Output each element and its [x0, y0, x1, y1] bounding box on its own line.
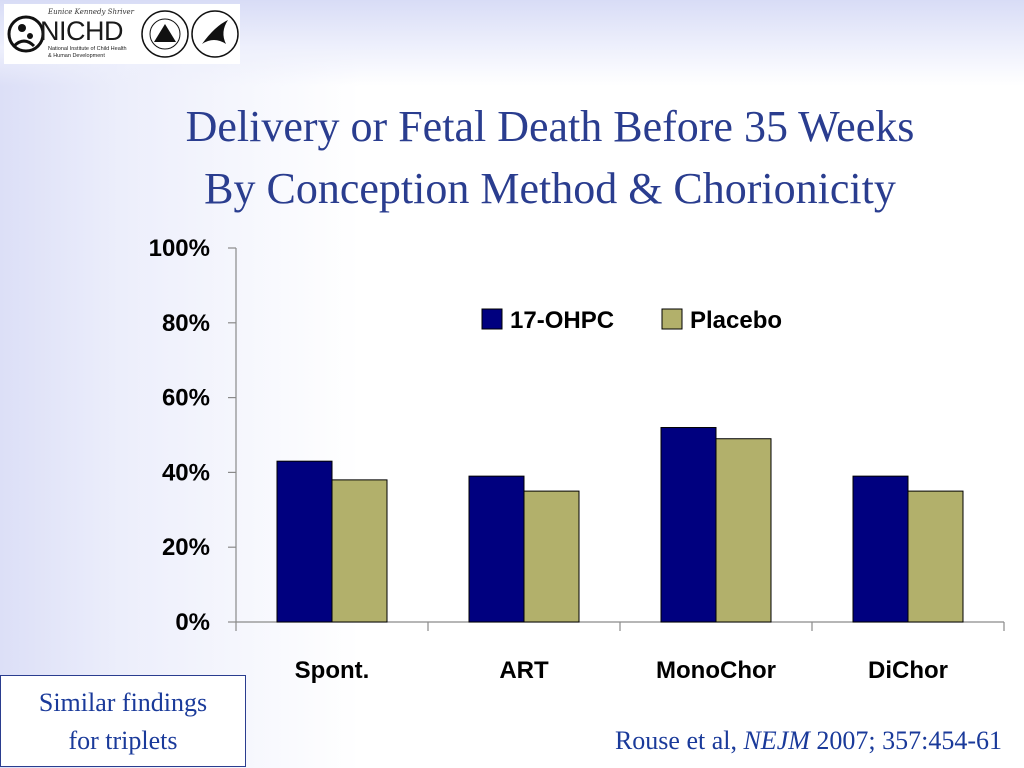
bar-placebo-monochor	[715, 438, 772, 623]
bar-placebo-spont-	[331, 479, 388, 623]
bar-17-ohpc-spont-	[276, 460, 333, 623]
note-line-1: Similar findings	[38, 688, 208, 717]
y-tick-label: 60%	[162, 385, 210, 412]
x-category-label: MonoChor	[656, 657, 776, 684]
y-tick-label: 100%	[149, 235, 210, 262]
legend-label: Placebo	[690, 307, 782, 334]
y-tick-label: 0%	[175, 609, 210, 636]
legend-swatch	[481, 308, 503, 330]
nichd-family-icon	[7, 15, 45, 53]
logo-wordmark: NICHD	[40, 16, 124, 46]
x-category-label: Spont.	[295, 657, 370, 684]
bar-placebo-art	[523, 490, 580, 623]
hhs-seal-icon	[191, 10, 239, 58]
logo-subtext: National Institute of Child Health & Hum…	[48, 46, 127, 59]
nichd-logo: Eunice Kennedy Shriver NICHD National In…	[4, 4, 240, 64]
logo-tagline: Eunice Kennedy Shriver	[48, 8, 134, 16]
legend-label: 17-OHPC	[510, 307, 614, 334]
slide-title: Delivery or Fetal Death Before 35 Weeks …	[80, 96, 1020, 220]
legend-swatch	[661, 308, 683, 330]
bar-17-ohpc-monochor	[660, 427, 717, 623]
title-line-2: By Conception Method & Chorionicity	[204, 164, 896, 213]
y-tick-label: 80%	[162, 310, 210, 337]
note-line-2: for triplets	[68, 726, 178, 755]
x-category-label: DiChor	[868, 657, 948, 684]
note-box: Similar findings for triplets	[0, 675, 246, 767]
citation-details: 2007; 357:454-61	[809, 726, 1002, 755]
citation-journal: NEJM	[743, 726, 810, 755]
citation: Rouse et al, NEJM 2007; 357:454-61	[615, 726, 1002, 756]
title-line-1: Delivery or Fetal Death Before 35 Weeks	[185, 102, 915, 151]
nih-seal-icon	[141, 10, 189, 58]
bar-17-ohpc-art	[468, 475, 525, 623]
y-tick-label: 40%	[162, 459, 210, 486]
x-category-label: ART	[499, 657, 549, 684]
y-tick-label: 20%	[162, 534, 210, 561]
bar-17-ohpc-dichor	[852, 475, 909, 623]
citation-authors: Rouse et al,	[614, 726, 744, 755]
bar-placebo-dichor	[907, 490, 964, 623]
